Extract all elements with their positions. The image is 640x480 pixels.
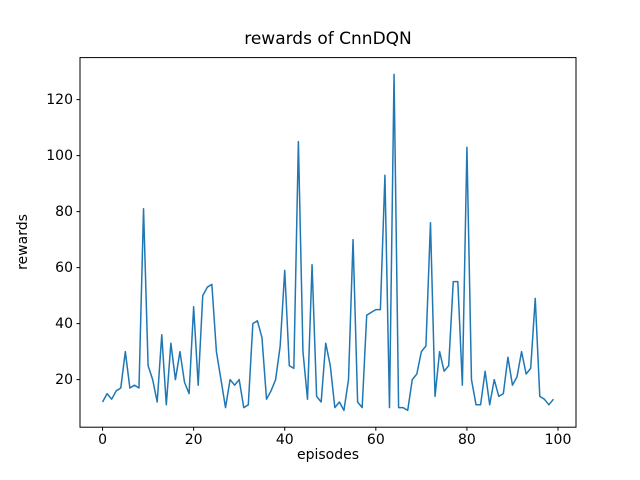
x-axis-label: episodes [297, 447, 359, 463]
y-tick-label: 40 [55, 316, 73, 332]
y-tick-label: 60 [55, 260, 73, 276]
rewards-line-series [101, 73, 555, 412]
axes-frame [79, 57, 577, 428]
x-tick-label: 60 [367, 432, 385, 448]
x-tick-label: 80 [458, 432, 476, 448]
y-tick-label: 100 [46, 148, 73, 164]
chart-title: rewards of CnnDQN [244, 29, 412, 49]
x-tick-label: 0 [98, 432, 107, 448]
x-axis-ticks: 0 20 40 60 80 100 [98, 427, 571, 448]
x-tick-label: 100 [545, 432, 572, 448]
y-axis-ticks: 20 40 60 80 100 120 [46, 92, 80, 388]
y-tick-label: 80 [55, 204, 73, 220]
y-axis-label: rewards [15, 214, 31, 270]
x-tick-label: 20 [185, 432, 203, 448]
y-tick-label: 20 [55, 372, 73, 388]
x-tick-label: 40 [276, 432, 294, 448]
y-tick-label: 120 [46, 92, 73, 108]
